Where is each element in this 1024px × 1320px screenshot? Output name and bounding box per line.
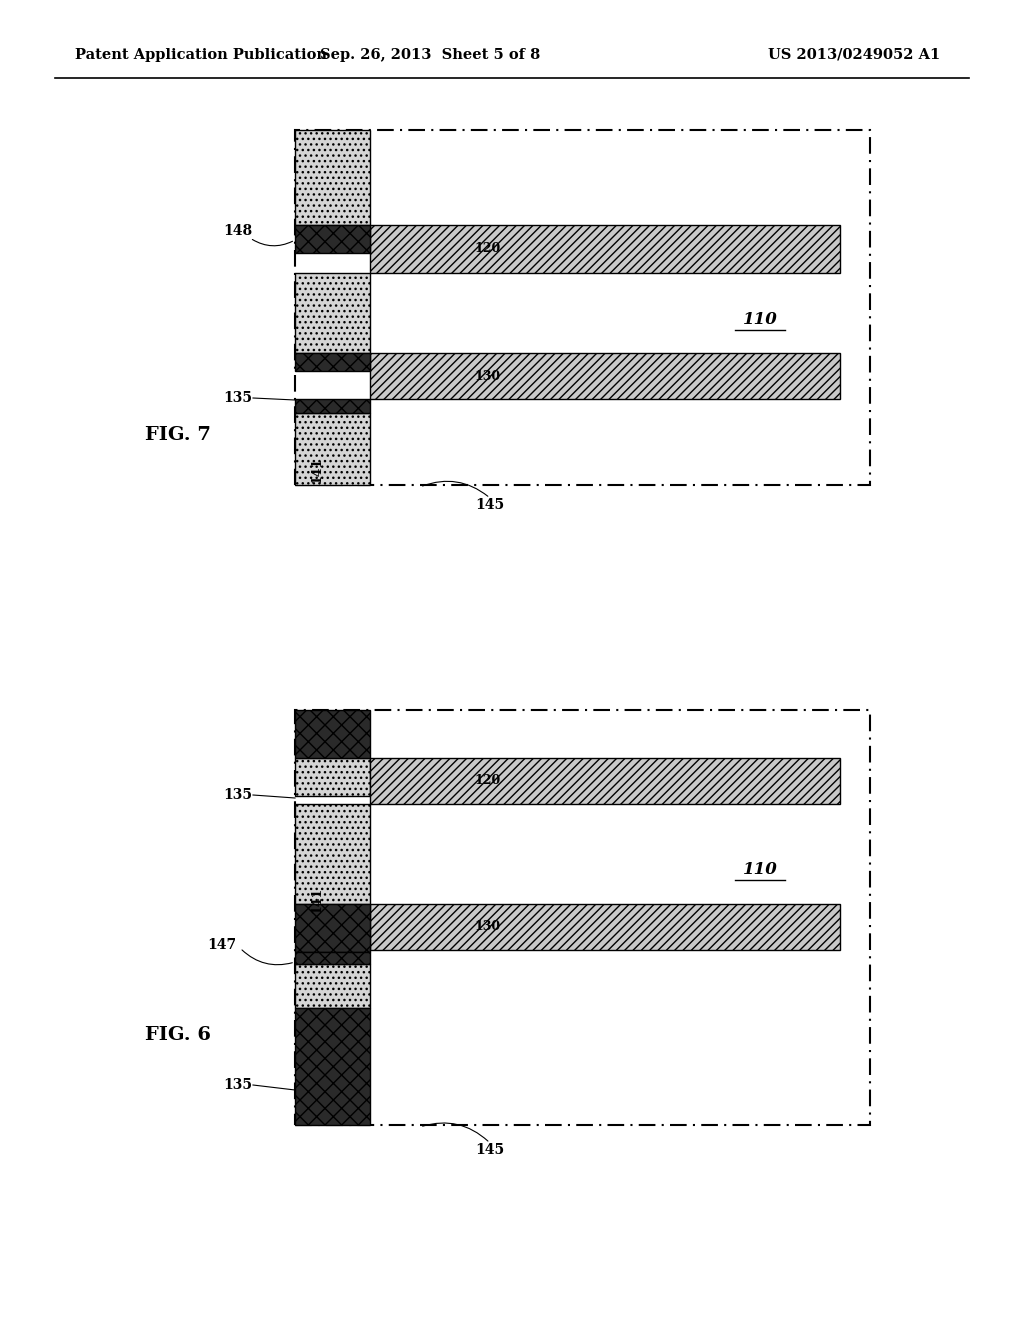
Text: FIG. 6: FIG. 6: [145, 1026, 211, 1044]
Text: 110: 110: [742, 312, 777, 329]
Bar: [295, 413, 370, 484]
Bar: [295, 352, 370, 371]
Bar: [295, 904, 370, 952]
Bar: [370, 224, 840, 273]
Bar: [295, 273, 370, 352]
Bar: [370, 904, 840, 950]
Bar: [295, 129, 870, 484]
Text: 145: 145: [475, 1143, 505, 1158]
Bar: [295, 129, 370, 224]
Bar: [295, 758, 370, 796]
Text: 135: 135: [223, 1078, 253, 1092]
Bar: [295, 710, 370, 758]
Bar: [295, 804, 370, 904]
Bar: [370, 758, 840, 804]
Text: US 2013/0249052 A1: US 2013/0249052 A1: [768, 48, 940, 62]
Text: 120: 120: [474, 775, 501, 788]
Bar: [295, 710, 870, 1125]
Bar: [295, 964, 370, 1008]
Text: 135: 135: [223, 788, 253, 803]
Text: Sep. 26, 2013  Sheet 5 of 8: Sep. 26, 2013 Sheet 5 of 8: [319, 48, 540, 62]
Text: 141: 141: [310, 457, 324, 483]
FancyArrowPatch shape: [423, 1123, 488, 1140]
Bar: [295, 1008, 370, 1125]
Bar: [370, 352, 840, 399]
Text: 120: 120: [474, 243, 501, 256]
FancyArrowPatch shape: [252, 239, 293, 246]
Text: FIG. 7: FIG. 7: [145, 426, 211, 444]
Text: 130: 130: [474, 370, 501, 383]
Bar: [295, 952, 370, 964]
Bar: [295, 224, 370, 253]
FancyArrowPatch shape: [242, 950, 292, 965]
Text: 110: 110: [742, 862, 777, 879]
Text: 135: 135: [223, 391, 253, 405]
Text: 147: 147: [208, 939, 237, 952]
Text: 141: 141: [310, 887, 324, 913]
Text: 145: 145: [475, 498, 505, 512]
FancyArrowPatch shape: [423, 482, 487, 496]
Text: 148: 148: [223, 224, 253, 238]
Bar: [295, 399, 370, 413]
Text: 130: 130: [474, 920, 501, 933]
Text: Patent Application Publication: Patent Application Publication: [75, 48, 327, 62]
